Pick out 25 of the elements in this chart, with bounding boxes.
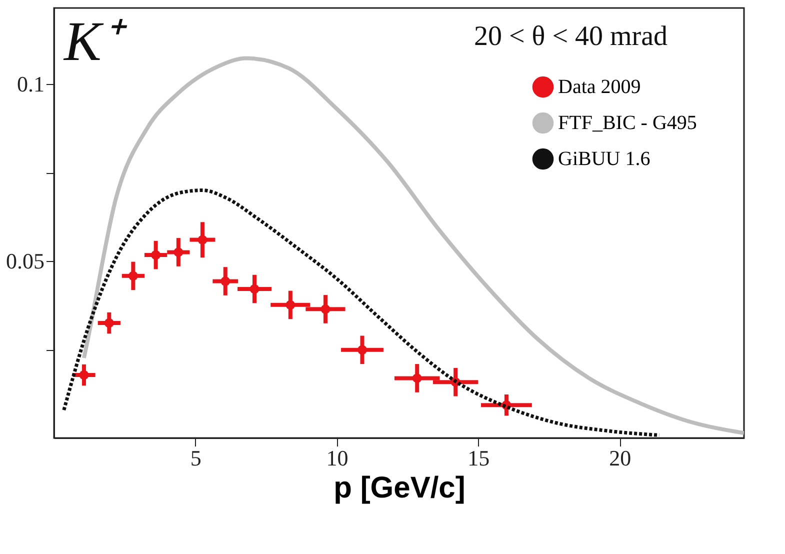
point <box>79 370 89 380</box>
point <box>151 250 161 260</box>
point <box>128 271 138 281</box>
x-tick-label: 10 <box>326 446 348 470</box>
x-axis-title: p [GeV/c] <box>334 472 466 504</box>
legend-label: Data 2009 <box>558 76 641 98</box>
legend-label: GiBUU 1.6 <box>558 148 650 170</box>
x-tick-label: 5 <box>190 446 202 470</box>
point <box>286 300 296 310</box>
point <box>104 318 114 328</box>
point <box>320 304 330 314</box>
annotation: K⁺ <box>63 11 128 73</box>
legend-label: FTF_BIC - G495 <box>558 112 697 134</box>
point <box>250 284 260 294</box>
point <box>198 235 208 245</box>
point <box>220 276 230 286</box>
x-tick-label: 15 <box>468 446 490 470</box>
line-series <box>62 188 661 437</box>
x-tick-label: 20 <box>609 446 632 470</box>
point <box>357 345 367 355</box>
y-tick-label: 0.1 <box>17 72 44 97</box>
point <box>412 373 422 383</box>
point <box>174 247 184 257</box>
annotation: 20 < θ < 40 mrad <box>474 21 668 52</box>
y-tick-label: 0.05 <box>6 248 44 274</box>
